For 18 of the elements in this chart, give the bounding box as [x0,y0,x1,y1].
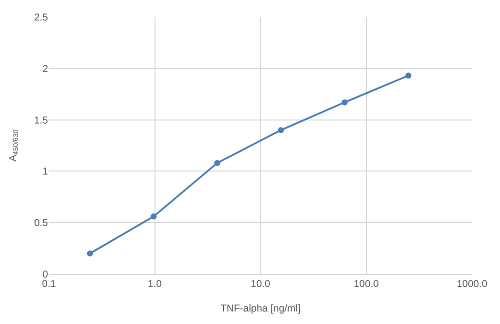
point [214,160,220,166]
y-tick-label: 1 [42,166,48,178]
x-tick-label: 100.0 [354,279,380,290]
point [278,127,284,134]
x-tick-label: 0.1 [42,279,56,290]
x-tick-label: 1000.0 [456,279,488,290]
x-axis-title: TNF-alpha [ng/ml] [220,304,301,314]
point [150,213,157,220]
y-tick-label: 0.5 [34,218,48,230]
point [405,72,412,79]
y-tick-label: 1.5 [34,115,48,126]
y-tick-label: 2.5 [34,12,48,24]
point [86,250,93,256]
x-tick-label: 1.0 [148,279,162,290]
x-tick-label: 10.0 [250,279,271,290]
y-tick-label: 0 [42,270,48,280]
y-tick-label: 2 [42,64,48,75]
point [342,99,348,106]
